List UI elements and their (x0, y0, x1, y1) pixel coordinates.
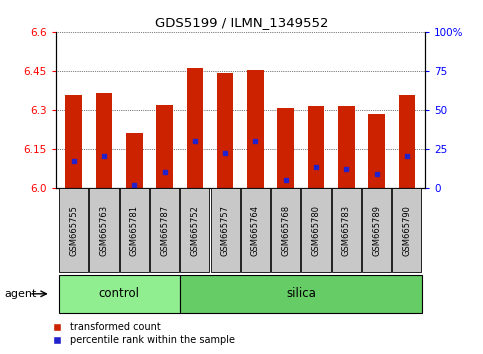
Text: agent: agent (5, 289, 37, 299)
Text: GSM665789: GSM665789 (372, 205, 381, 256)
Bar (277, 108, 294, 188)
Text: GSM665752: GSM665752 (190, 205, 199, 256)
Text: GSM665768: GSM665768 (281, 205, 290, 256)
FancyBboxPatch shape (241, 188, 270, 272)
Text: silica: silica (286, 287, 316, 300)
Text: GSM665757: GSM665757 (221, 205, 229, 256)
FancyBboxPatch shape (301, 188, 330, 272)
Text: control: control (99, 287, 140, 300)
Bar (368, 114, 385, 188)
Bar (65, 96, 82, 188)
Bar (186, 68, 203, 188)
Text: GSM665780: GSM665780 (312, 205, 321, 256)
FancyBboxPatch shape (120, 188, 149, 272)
Bar (308, 106, 325, 188)
Bar (96, 93, 113, 188)
FancyBboxPatch shape (59, 188, 88, 272)
Bar (398, 96, 415, 188)
Bar (126, 133, 142, 188)
FancyBboxPatch shape (150, 188, 179, 272)
FancyBboxPatch shape (58, 275, 180, 313)
Bar (217, 73, 233, 188)
Text: GSM665783: GSM665783 (342, 205, 351, 256)
Text: GSM665755: GSM665755 (69, 205, 78, 256)
Bar (247, 69, 264, 188)
FancyBboxPatch shape (362, 188, 391, 272)
FancyBboxPatch shape (392, 188, 421, 272)
Legend: transformed count, percentile rank within the sample: transformed count, percentile rank withi… (43, 319, 239, 349)
FancyBboxPatch shape (271, 188, 300, 272)
Text: GSM665763: GSM665763 (99, 205, 109, 256)
FancyBboxPatch shape (89, 188, 118, 272)
Bar (338, 106, 355, 188)
FancyBboxPatch shape (180, 275, 422, 313)
Text: GSM665787: GSM665787 (160, 205, 169, 256)
Text: GSM665790: GSM665790 (402, 205, 412, 256)
FancyBboxPatch shape (332, 188, 361, 272)
Text: GSM665781: GSM665781 (130, 205, 139, 256)
Text: GSM665764: GSM665764 (251, 205, 260, 256)
Text: GDS5199 / ILMN_1349552: GDS5199 / ILMN_1349552 (155, 16, 328, 29)
FancyBboxPatch shape (180, 188, 210, 272)
FancyBboxPatch shape (211, 188, 240, 272)
Bar (156, 104, 173, 188)
